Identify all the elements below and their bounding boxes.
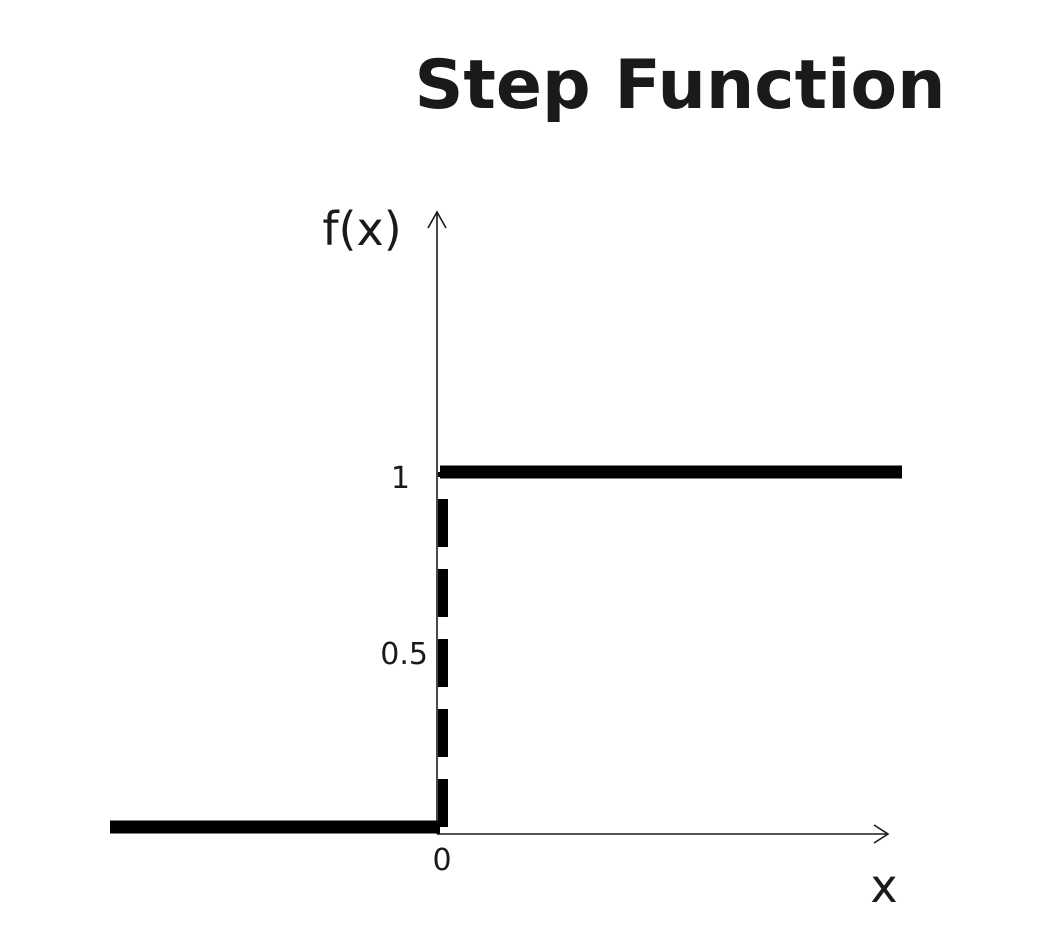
y-tick-label-1: 1: [391, 461, 410, 496]
chart-title: Step Function: [414, 46, 945, 125]
step-series: [110, 465, 902, 834]
x-axis-arrow-icon: [873, 824, 890, 844]
y-axis-arrow-icon: [427, 210, 447, 229]
x-axis: x: [437, 824, 898, 913]
x-axis-label: x: [870, 859, 897, 913]
y-axis-label: f(x): [322, 202, 401, 256]
y-axis: f(x): [322, 202, 447, 834]
x-tick-label-0: 0: [432, 843, 451, 878]
y-tick-label-0-5: 0.5: [380, 637, 428, 672]
